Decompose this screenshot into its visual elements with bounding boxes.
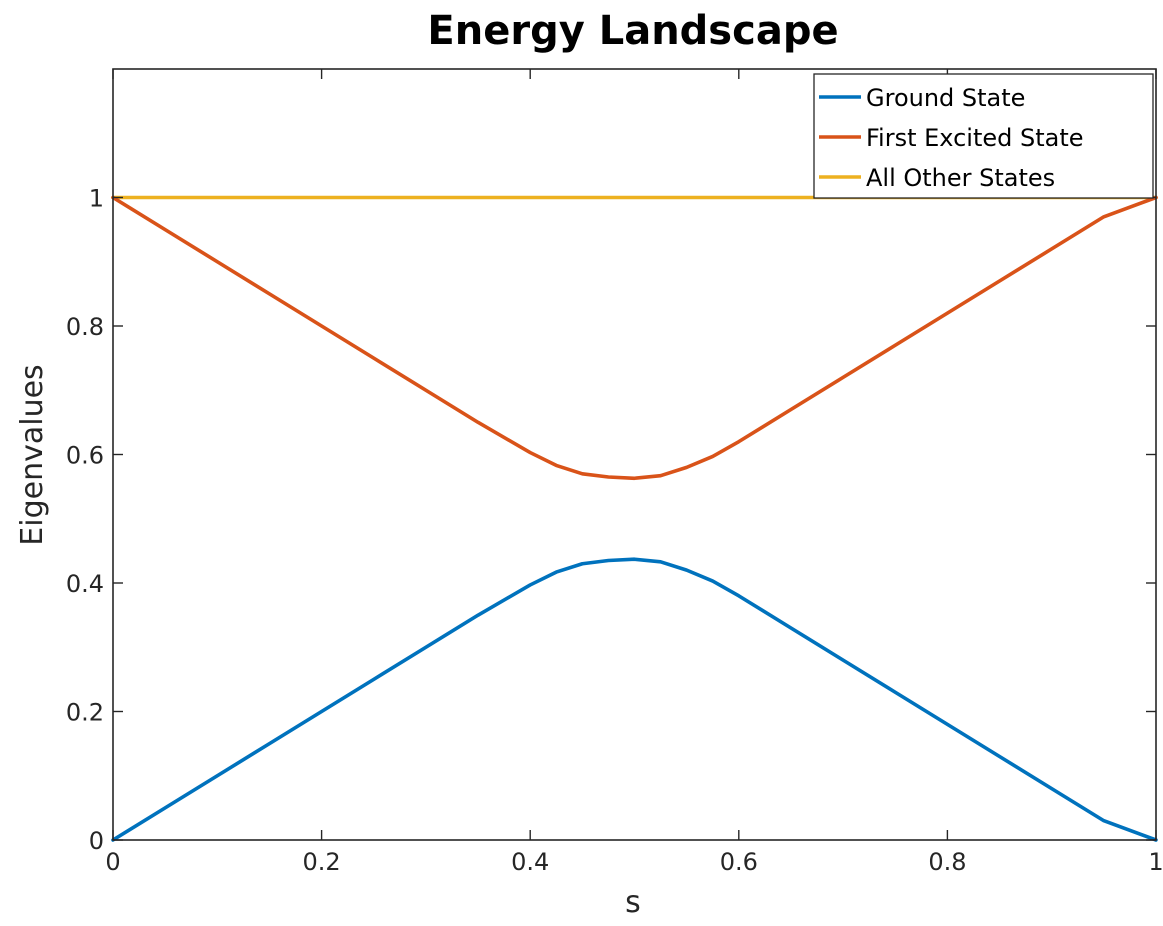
x-tick-label: 0.8 [928, 848, 966, 876]
x-axis-label: s [625, 885, 641, 920]
series-layer [111, 195, 1158, 842]
legend: Ground State First Excited State All Other… [813, 73, 1154, 199]
x-tick-label: 0.6 [720, 848, 758, 876]
legend-label: Ground State [866, 84, 1025, 112]
series-line-first-excited-state [111, 195, 1158, 481]
legend-label: All Other States [866, 164, 1055, 192]
y-tick-label: 0.8 [66, 313, 104, 341]
y-axis-label: Eigenvalues [15, 364, 50, 545]
chart-title: Energy Landscape [427, 8, 838, 54]
legend-box [813, 73, 1154, 199]
y-tick-label: 0 [89, 827, 104, 855]
legend-label: First Excited State [866, 124, 1084, 152]
x-tick-label: 0.2 [303, 848, 341, 876]
y-tick-label: 0.2 [66, 699, 104, 727]
series-line-ground-state [111, 557, 1158, 842]
x-tick-label: 0 [105, 848, 120, 876]
x-tick-label: 1 [1148, 848, 1163, 876]
y-tick-label: 0.6 [66, 442, 104, 470]
y-tick-label: 1 [89, 185, 104, 213]
x-tick-label: 0.4 [511, 848, 549, 876]
y-tick-label: 0.4 [66, 570, 104, 598]
